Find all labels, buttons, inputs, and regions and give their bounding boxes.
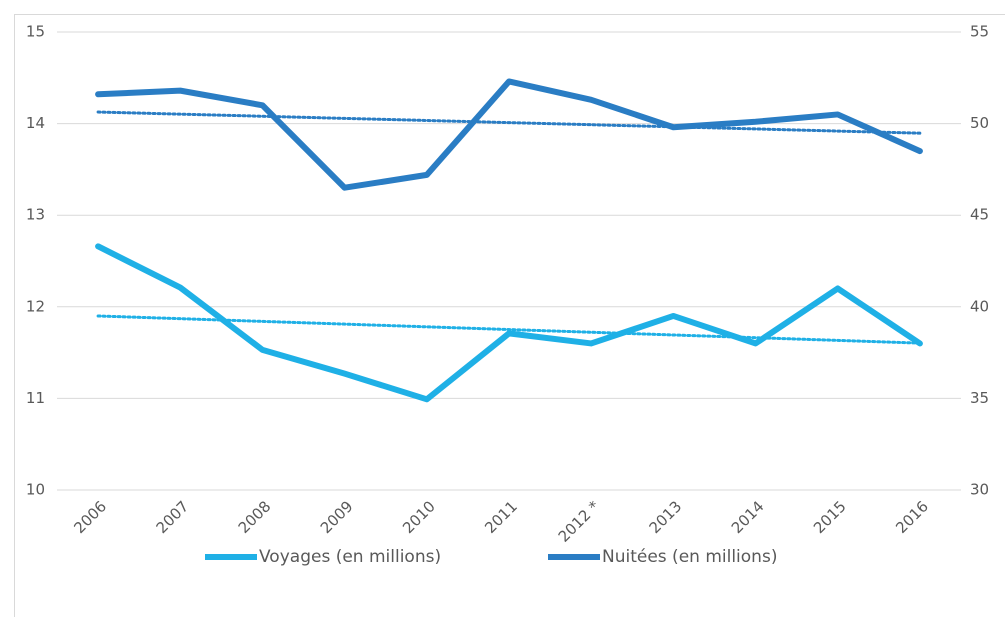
legend-text: Nuitées (en millions) [602,547,777,567]
y-tick-label: 12 [26,297,45,315]
y-tick-label: 15 [26,23,45,41]
x-tick-label: 2013 [646,497,686,537]
y2-tick-label: 50 [970,114,989,132]
x-tick-label: 2008 [235,497,275,537]
x-tick-label: 2012 * [555,497,604,546]
x-tick-label: 2016 [892,497,932,537]
y-tick-label: 14 [26,114,45,132]
x-tick-label: 2009 [317,497,357,537]
y-tick-label: 11 [26,389,45,407]
legend-text: Voyages (en millions) [259,547,441,567]
y2-tick-label: 35 [970,389,989,407]
y-tick-label: 13 [26,206,45,224]
trendline [96,110,922,135]
chart-border [14,14,1005,617]
trendline [96,314,922,345]
x-tick-label: 2006 [70,497,110,537]
y-tick-label: 10 [26,481,45,499]
y2-tick-label: 45 [970,206,989,224]
series-line [95,243,923,403]
x-tick-label: 2010 [399,497,439,537]
x-tick-label: 2015 [810,497,850,537]
y2-tick-label: 30 [970,481,989,499]
y2-tick-label: 55 [970,23,989,41]
y2-tick-label: 40 [970,297,989,315]
x-tick-label: 2007 [153,497,193,537]
x-tick-label: 2014 [728,497,768,537]
x-tick-label: 2011 [481,497,521,537]
series-line [95,78,923,191]
